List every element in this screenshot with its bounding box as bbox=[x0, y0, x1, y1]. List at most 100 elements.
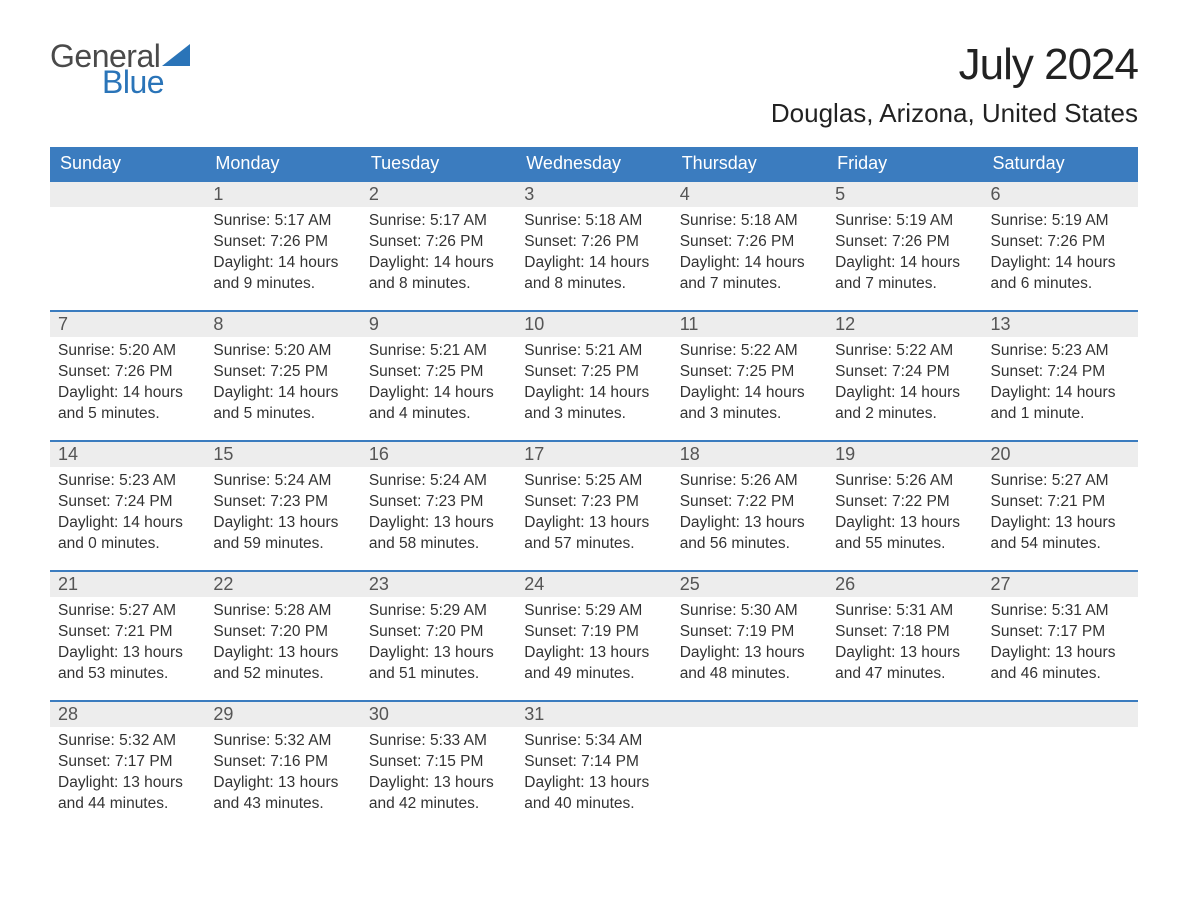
sunrise-text: Sunrise: 5:26 AM bbox=[835, 471, 974, 492]
sunrise-text: Sunrise: 5:29 AM bbox=[524, 601, 663, 622]
day-body: Sunrise: 5:20 AMSunset: 7:26 PMDaylight:… bbox=[50, 337, 205, 435]
day-body: Sunrise: 5:19 AMSunset: 7:26 PMDaylight:… bbox=[983, 207, 1138, 305]
day-cell bbox=[827, 701, 982, 831]
day-number: 22 bbox=[205, 572, 360, 597]
day-number: 19 bbox=[827, 442, 982, 467]
weekday-header: Saturday bbox=[983, 147, 1138, 181]
day-number: 18 bbox=[672, 442, 827, 467]
day-cell: 15Sunrise: 5:24 AMSunset: 7:23 PMDayligh… bbox=[205, 441, 360, 571]
daylight-text: Daylight: 14 hours and 6 minutes. bbox=[991, 253, 1130, 295]
header: General Blue July 2024 Douglas, Arizona,… bbox=[50, 40, 1138, 129]
sunset-text: Sunset: 7:21 PM bbox=[991, 492, 1130, 513]
daylight-text: Daylight: 14 hours and 3 minutes. bbox=[524, 383, 663, 425]
day-number: 24 bbox=[516, 572, 671, 597]
day-cell: 3Sunrise: 5:18 AMSunset: 7:26 PMDaylight… bbox=[516, 181, 671, 311]
sunset-text: Sunset: 7:25 PM bbox=[213, 362, 352, 383]
day-body: Sunrise: 5:27 AMSunset: 7:21 PMDaylight:… bbox=[983, 467, 1138, 565]
sunset-text: Sunset: 7:17 PM bbox=[991, 622, 1130, 643]
weekday-header-row: Sunday Monday Tuesday Wednesday Thursday… bbox=[50, 147, 1138, 181]
day-number: 12 bbox=[827, 312, 982, 337]
sunset-text: Sunset: 7:19 PM bbox=[680, 622, 819, 643]
day-cell: 24Sunrise: 5:29 AMSunset: 7:19 PMDayligh… bbox=[516, 571, 671, 701]
day-cell: 10Sunrise: 5:21 AMSunset: 7:25 PMDayligh… bbox=[516, 311, 671, 441]
week-row: 1 Sunrise: 5:17 AM Sunset: 7:26 PM Daylight… bbox=[50, 181, 1138, 311]
weekday-header: Thursday bbox=[672, 147, 827, 181]
sunrise-text: Sunrise: 5:24 AM bbox=[369, 471, 508, 492]
sunset-text: Sunset: 7:22 PM bbox=[680, 492, 819, 513]
day-body: Sunrise: 5:29 AMSunset: 7:19 PMDaylight:… bbox=[516, 597, 671, 695]
daylight-text: Daylight: 13 hours and 53 minutes. bbox=[58, 643, 197, 685]
day-number: 28 bbox=[50, 702, 205, 727]
weekday-header: Monday bbox=[205, 147, 360, 181]
sunset-text: Sunset: 7:20 PM bbox=[213, 622, 352, 643]
sunset-text: Sunset: 7:24 PM bbox=[835, 362, 974, 383]
week-row: 28 Sunrise: 5:32 AMSunset: 7:17 PM Dayligh… bbox=[50, 701, 1138, 831]
daylight-text: Daylight: 14 hours and 1 minute. bbox=[991, 383, 1130, 425]
day-body: Sunrise: 5:23 AMSunset: 7:24 PMDaylight:… bbox=[50, 467, 205, 565]
day-cell: 25Sunrise: 5:30 AMSunset: 7:19 PMDayligh… bbox=[672, 571, 827, 701]
day-number-empty bbox=[672, 702, 827, 727]
week-row: 21Sunrise: 5:27 AMSunset: 7:21 PMDayligh… bbox=[50, 571, 1138, 701]
day-cell: 22Sunrise: 5:28 AMSunset: 7:20 PMDayligh… bbox=[205, 571, 360, 701]
sunrise-text: Sunrise: 5:33 AM bbox=[369, 731, 508, 752]
day-body: Sunrise: 5:33 AMSunset: 7:15 PMDaylight:… bbox=[361, 727, 516, 825]
week-row: 14Sunrise: 5:23 AMSunset: 7:24 PMDayligh… bbox=[50, 441, 1138, 571]
sunrise-text: Sunrise: 5:34 AM bbox=[524, 731, 663, 752]
daylight-text: Daylight: 13 hours and 49 minutes. bbox=[524, 643, 663, 685]
daylight-text: Daylight: 14 hours and 0 minutes. bbox=[58, 513, 197, 555]
day-number: 21 bbox=[50, 572, 205, 597]
sunset-text: Sunset: 7:24 PM bbox=[58, 492, 197, 513]
sunset-text: Sunset: 7:23 PM bbox=[213, 492, 352, 513]
daylight-text: Daylight: 13 hours and 59 minutes. bbox=[213, 513, 352, 555]
sunrise-text: Sunrise: 5:20 AM bbox=[58, 341, 197, 362]
day-cell: 27Sunrise: 5:31 AMSunset: 7:17 PMDayligh… bbox=[983, 571, 1138, 701]
sunset-text: Sunset: 7:25 PM bbox=[369, 362, 508, 383]
calendar: Sunday Monday Tuesday Wednesday Thursday… bbox=[50, 147, 1138, 831]
day-number: 29 bbox=[205, 702, 360, 727]
day-number: 5 bbox=[827, 182, 982, 207]
day-body: Sunrise: 5:26 AMSunset: 7:22 PMDaylight:… bbox=[672, 467, 827, 565]
daylight-text: Daylight: 14 hours and 5 minutes. bbox=[58, 383, 197, 425]
sunset-text: Sunset: 7:21 PM bbox=[58, 622, 197, 643]
day-body: Sunrise: 5:27 AMSunset: 7:21 PMDaylight:… bbox=[50, 597, 205, 695]
day-number: 4 bbox=[672, 182, 827, 207]
day-number: 8 bbox=[205, 312, 360, 337]
day-cell: 23Sunrise: 5:29 AMSunset: 7:20 PMDayligh… bbox=[361, 571, 516, 701]
day-body: Sunrise: 5:32 AMSunset: 7:16 PMDaylight:… bbox=[205, 727, 360, 825]
day-number: 10 bbox=[516, 312, 671, 337]
day-body: Sunrise: 5:23 AMSunset: 7:24 PMDaylight:… bbox=[983, 337, 1138, 435]
sunrise-text: Sunrise: 5:18 AM bbox=[524, 211, 663, 232]
day-number: 20 bbox=[983, 442, 1138, 467]
daylight-text: Daylight: 13 hours and 51 minutes. bbox=[369, 643, 508, 685]
sunrise-text: Sunrise: 5:25 AM bbox=[524, 471, 663, 492]
sunset-text: Sunset: 7:24 PM bbox=[991, 362, 1130, 383]
weekday-header: Wednesday bbox=[516, 147, 671, 181]
sunset-text: Sunset: 7:17 PM bbox=[58, 752, 197, 773]
day-number: 31 bbox=[516, 702, 671, 727]
daylight-text: Daylight: 13 hours and 57 minutes. bbox=[524, 513, 663, 555]
day-body: Sunrise: 5:25 AMSunset: 7:23 PMDaylight:… bbox=[516, 467, 671, 565]
day-body: Sunrise: 5:22 AMSunset: 7:25 PMDaylight:… bbox=[672, 337, 827, 435]
week-row: 7Sunrise: 5:20 AMSunset: 7:26 PMDaylight… bbox=[50, 311, 1138, 441]
sunrise-text: Sunrise: 5:21 AM bbox=[524, 341, 663, 362]
daylight-text: Daylight: 14 hours and 3 minutes. bbox=[680, 383, 819, 425]
day-cell: 18Sunrise: 5:26 AMSunset: 7:22 PMDayligh… bbox=[672, 441, 827, 571]
sunset-text: Sunset: 7:26 PM bbox=[524, 232, 663, 253]
day-number: 27 bbox=[983, 572, 1138, 597]
daylight-text: Daylight: 13 hours and 42 minutes. bbox=[369, 773, 508, 815]
day-body: Sunrise: 5:22 AMSunset: 7:24 PMDaylight:… bbox=[827, 337, 982, 435]
day-number-empty bbox=[50, 182, 205, 207]
sunrise-text: Sunrise: 5:32 AM bbox=[58, 731, 197, 752]
sunrise-text: Sunrise: 5:17 AM bbox=[369, 211, 508, 232]
day-body: Sunrise: 5:26 AMSunset: 7:22 PMDaylight:… bbox=[827, 467, 982, 565]
weekday-header: Sunday bbox=[50, 147, 205, 181]
day-body: Sunrise: 5:24 AMSunset: 7:23 PMDaylight:… bbox=[205, 467, 360, 565]
day-cell bbox=[672, 701, 827, 831]
day-body: Sunrise: 5:24 AMSunset: 7:23 PMDaylight:… bbox=[361, 467, 516, 565]
day-number: 25 bbox=[672, 572, 827, 597]
sunset-text: Sunset: 7:14 PM bbox=[524, 752, 663, 773]
day-number: 1 bbox=[205, 182, 360, 207]
day-number-empty bbox=[827, 702, 982, 727]
day-cell: 11Sunrise: 5:22 AMSunset: 7:25 PMDayligh… bbox=[672, 311, 827, 441]
day-cell: 29Sunrise: 5:32 AMSunset: 7:16 PMDayligh… bbox=[205, 701, 360, 831]
